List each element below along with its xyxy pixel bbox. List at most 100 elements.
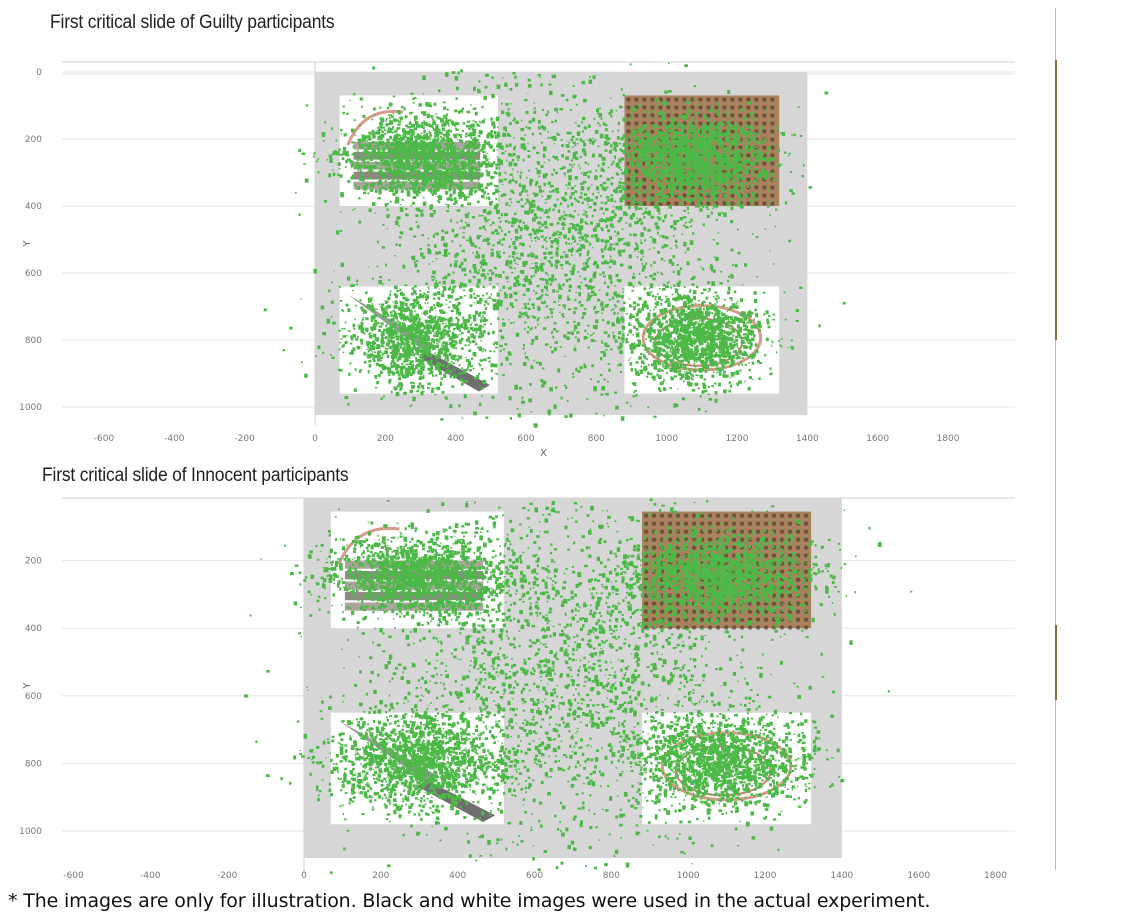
gaze-point [461, 164, 465, 167]
gaze-point [425, 179, 428, 183]
gaze-point [702, 153, 705, 156]
gaze-point [375, 346, 380, 349]
weave-dot [762, 161, 767, 166]
gaze-point [696, 140, 699, 144]
gaze-point [469, 151, 472, 155]
gaze-point [401, 356, 403, 358]
gaze-point [400, 117, 403, 121]
gaze-point [416, 207, 420, 212]
gaze-point [357, 169, 359, 172]
gaze-point [664, 163, 667, 166]
gaze-point [426, 325, 429, 328]
gaze-point [754, 160, 758, 163]
gaze-point [527, 155, 531, 158]
gaze-point [422, 176, 426, 179]
gaze-point [448, 125, 450, 127]
gaze-point [421, 187, 425, 192]
gaze-point [668, 181, 670, 183]
gaze-point [597, 112, 599, 115]
gaze-point [393, 118, 397, 123]
gaze-point [439, 131, 443, 135]
gaze-point [434, 178, 438, 183]
gaze-point [497, 317, 500, 320]
gaze-point [396, 331, 399, 334]
gaze-point [498, 167, 501, 170]
gaze-point [368, 341, 371, 344]
gaze-point [681, 373, 685, 378]
gaze-point [685, 100, 690, 105]
gaze-point [669, 167, 672, 170]
gaze-point [420, 147, 424, 152]
gaze-point [727, 170, 730, 172]
weave-dot [682, 185, 687, 190]
gaze-point [439, 381, 442, 384]
gaze-point [399, 288, 402, 292]
gaze-point [656, 176, 659, 179]
gaze-point [438, 288, 441, 290]
gaze-point [717, 102, 721, 106]
gaze-point [473, 136, 477, 141]
gaze-point [396, 342, 399, 346]
gaze-point [670, 122, 673, 125]
gaze-point [679, 187, 683, 191]
gaze-point [717, 184, 720, 186]
gaze-point [638, 125, 641, 127]
gaze-point [445, 352, 448, 354]
gaze-point [722, 167, 725, 170]
gaze-point [345, 303, 349, 307]
gaze-point [712, 202, 717, 208]
gaze-point [746, 167, 750, 172]
gaze-point [646, 330, 650, 334]
gaze-point [408, 167, 413, 171]
gaze-point [675, 375, 678, 378]
gaze-point [374, 161, 378, 164]
gaze-point [322, 351, 325, 354]
gaze-point [385, 152, 388, 155]
gaze-point [397, 140, 401, 144]
gaze-point [402, 322, 406, 327]
gaze-point [363, 155, 367, 159]
gaze-point [377, 155, 381, 158]
gaze-point [396, 119, 400, 122]
gaze-point [761, 153, 765, 156]
gaze-point [726, 154, 729, 156]
gaze-point [414, 298, 418, 303]
gaze-point [715, 178, 719, 182]
gaze-point [423, 325, 427, 330]
gaze-point [745, 158, 750, 164]
gaze-point [709, 143, 712, 145]
gaze-point [420, 354, 424, 358]
gaze-point [395, 336, 397, 338]
gaze-point [665, 137, 669, 143]
gaze-point [728, 389, 732, 393]
gaze-point [374, 212, 376, 214]
gaze-point [420, 373, 423, 376]
gaze-point [464, 344, 466, 346]
gaze-point [352, 290, 354, 292]
gaze-point [757, 172, 762, 178]
gaze-point [361, 143, 364, 146]
gaze-point [416, 389, 419, 393]
gaze-point [446, 113, 449, 116]
gaze-point [641, 148, 643, 151]
gaze-point [371, 118, 374, 121]
gaze-point [633, 156, 636, 160]
gaze-point [406, 354, 411, 359]
gaze-point [421, 182, 424, 185]
gaze-point [640, 360, 645, 364]
gaze-point [460, 204, 464, 208]
gaze-point [468, 172, 472, 175]
gaze-point [381, 354, 384, 357]
gaze-point [427, 155, 430, 158]
gaze-point [420, 153, 425, 158]
gaze-point [680, 167, 684, 172]
bill [353, 161, 481, 170]
gaze-point [644, 110, 649, 114]
gaze-point [418, 142, 422, 145]
gaze-point [681, 173, 686, 179]
y-tick-label: 200 [25, 135, 42, 145]
gaze-point [478, 372, 481, 375]
gaze-point [350, 128, 355, 133]
gaze-point [455, 316, 458, 320]
gaze-point [682, 146, 685, 150]
